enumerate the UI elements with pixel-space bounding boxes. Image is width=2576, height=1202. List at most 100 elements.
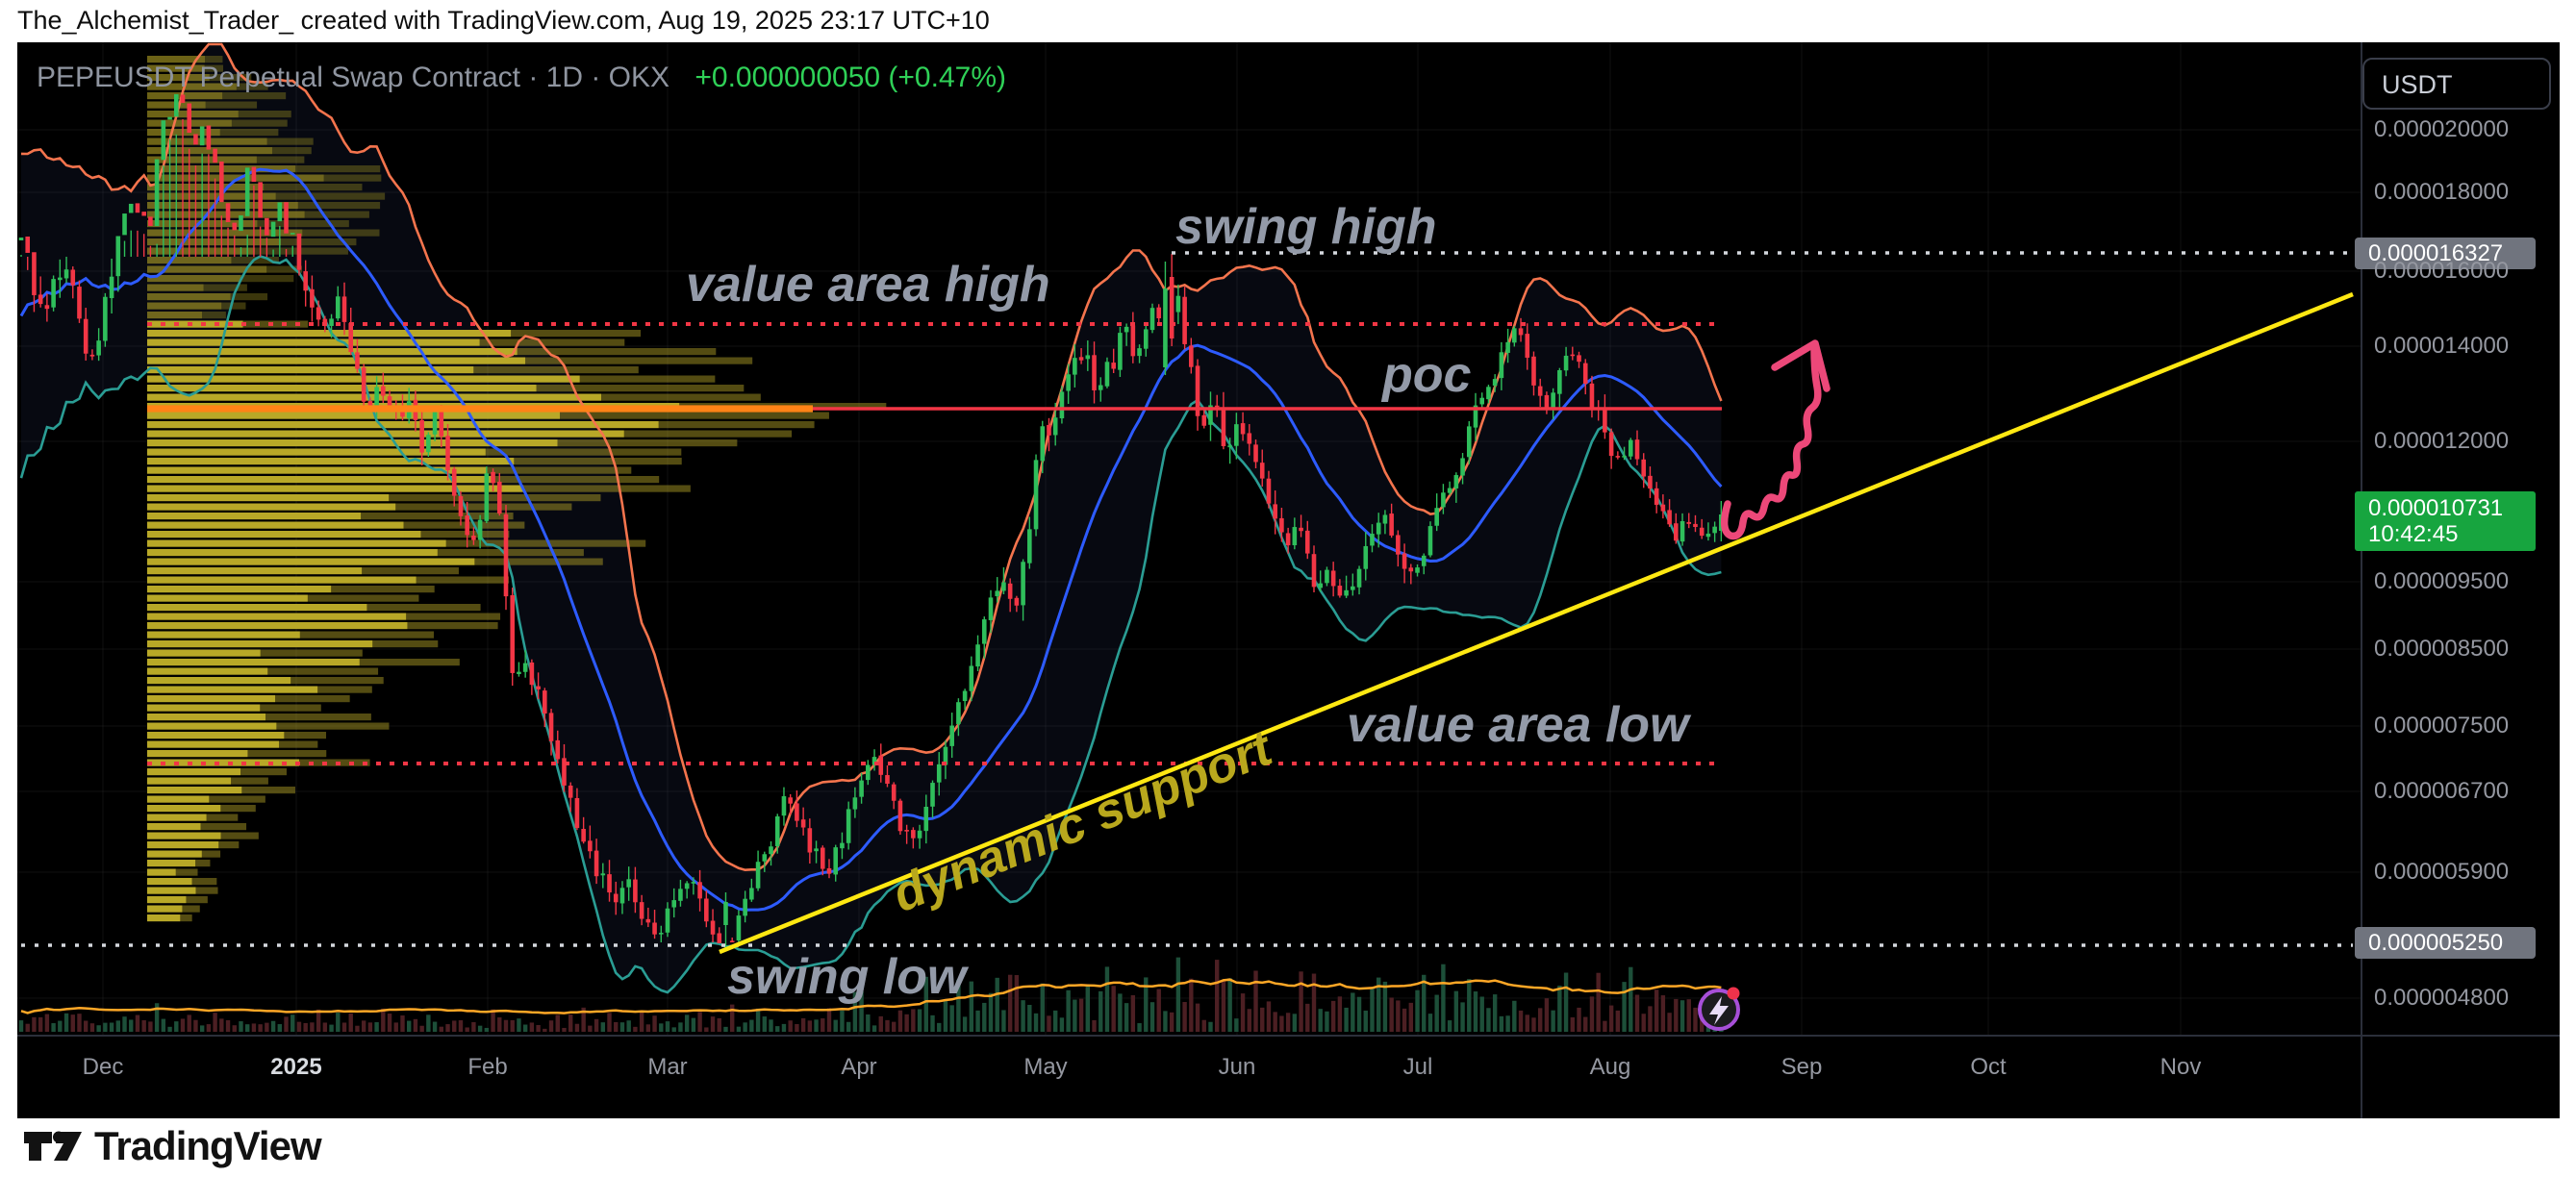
- volume-bar: [510, 1019, 515, 1032]
- volume-profile-row: [240, 768, 287, 776]
- candle-body: [1582, 363, 1588, 384]
- swing-low-annotation[interactable]: swing low: [727, 949, 967, 1005]
- candle-body: [1525, 334, 1530, 358]
- candle-body: [51, 279, 56, 308]
- volume-bar: [1247, 1009, 1251, 1032]
- candle-body: [593, 850, 599, 877]
- volume-bar: [407, 1020, 412, 1032]
- time-tick-label: Oct: [1970, 1054, 2007, 1080]
- volume-profile-row: [147, 586, 332, 593]
- symbol-legend[interactable]: PEPEUSDT Perpetual Swap Contract · 1D · …: [37, 62, 1006, 94]
- volume-bar: [885, 1019, 890, 1032]
- volume-bar: [762, 1016, 767, 1032]
- volume-profile-row: [147, 604, 367, 612]
- volume-profile-row: [658, 421, 815, 429]
- volume-bar: [892, 1021, 897, 1032]
- candle-body: [1130, 325, 1136, 357]
- volume-profile-row: [201, 850, 221, 858]
- volume-bar: [1085, 986, 1090, 1032]
- candle-body: [471, 536, 476, 540]
- time-tick-label: May: [1023, 1054, 1068, 1080]
- volume-profile-row: [219, 129, 279, 137]
- volume-profile-row: [147, 503, 396, 511]
- currency-toggle-button[interactable]: USDT: [2362, 58, 2551, 110]
- volume-bar: [568, 1014, 573, 1032]
- candle-body: [852, 797, 858, 810]
- volume-profile-row: [147, 677, 291, 685]
- volume-profile-row: [147, 860, 196, 867]
- volume-bar: [1059, 1017, 1065, 1032]
- candle-body: [1615, 456, 1621, 458]
- volume-profile-row: [147, 192, 276, 200]
- candle-body: [503, 513, 509, 597]
- volume-profile-row: [406, 613, 501, 620]
- volume-profile-row: [147, 567, 363, 575]
- volume-bar: [439, 1026, 443, 1032]
- volume-bar: [1608, 1005, 1614, 1032]
- volume-bar: [878, 1015, 883, 1032]
- volume-bar: [1460, 1002, 1465, 1032]
- volume-profile-row: [205, 101, 258, 109]
- candle-body: [187, 103, 192, 134]
- candle-body: [1227, 445, 1232, 448]
- volume-bar: [452, 1020, 457, 1032]
- volume-bar: [122, 1016, 127, 1032]
- candle-body: [1169, 277, 1174, 338]
- volume-bar: [871, 1025, 877, 1032]
- volume-profile-row: [407, 622, 498, 630]
- volume-profile-row: [389, 494, 601, 502]
- volume-bar: [1577, 1007, 1581, 1032]
- volume-profile-row: [147, 129, 220, 137]
- volume-bar: [336, 1013, 341, 1032]
- volume-bar: [678, 1022, 683, 1032]
- candle-body: [1402, 553, 1407, 569]
- volume-profile-row: [491, 476, 660, 484]
- volume-bar: [84, 1020, 88, 1032]
- candle-body: [1149, 308, 1155, 331]
- candle-body: [1124, 326, 1129, 333]
- candle-body: [232, 222, 238, 231]
- volume-bar: [1538, 1008, 1543, 1032]
- volume-bar: [89, 1023, 95, 1032]
- volume-profile-row: [222, 92, 287, 100]
- candle-body: [122, 213, 127, 236]
- volume-bar: [477, 1025, 483, 1032]
- candle-body: [510, 594, 516, 673]
- swing-high-annotation[interactable]: swing high: [1175, 199, 1437, 255]
- volume-bar: [1654, 989, 1659, 1032]
- volume-profile-row: [147, 878, 192, 886]
- value-area-low-annotation[interactable]: value area low: [1347, 697, 1689, 753]
- volume-bar: [826, 1008, 832, 1032]
- volume-profile-row: [186, 896, 208, 904]
- volume-bar: [135, 1014, 140, 1032]
- candle-body: [1351, 586, 1355, 590]
- volume-ma-line: [20, 978, 1722, 1014]
- volume-bar: [341, 1022, 347, 1032]
- candle-body: [820, 847, 825, 869]
- poc-annotation[interactable]: poc: [1382, 347, 1472, 403]
- volume-bar: [1195, 1003, 1200, 1032]
- candle-body: [1622, 456, 1627, 458]
- volume-profile-row: [474, 558, 603, 565]
- candle-body: [1156, 307, 1162, 319]
- candle-body: [1679, 520, 1685, 542]
- volume-bar: [600, 1022, 605, 1032]
- candle-body: [89, 354, 95, 357]
- volume-bar: [63, 1013, 69, 1032]
- volume-bar: [1027, 1004, 1032, 1032]
- volume-bar: [807, 1020, 813, 1032]
- volume-profile-row: [147, 887, 196, 894]
- value-area-high-annotation[interactable]: value area high: [686, 257, 1050, 313]
- volume-bar: [1648, 1006, 1653, 1032]
- volume-bar: [1221, 979, 1226, 1032]
- candle-body: [574, 797, 580, 829]
- volume-profile-row: [147, 905, 183, 913]
- volume-bar: [581, 1007, 586, 1032]
- volume-bar: [614, 1021, 619, 1032]
- volume-profile-row: [256, 156, 305, 163]
- price-tick-label: 0.000012000: [2374, 428, 2510, 454]
- volume-bar: [1396, 1000, 1401, 1032]
- candle-body: [1253, 444, 1258, 463]
- volume-bar: [1492, 994, 1498, 1032]
